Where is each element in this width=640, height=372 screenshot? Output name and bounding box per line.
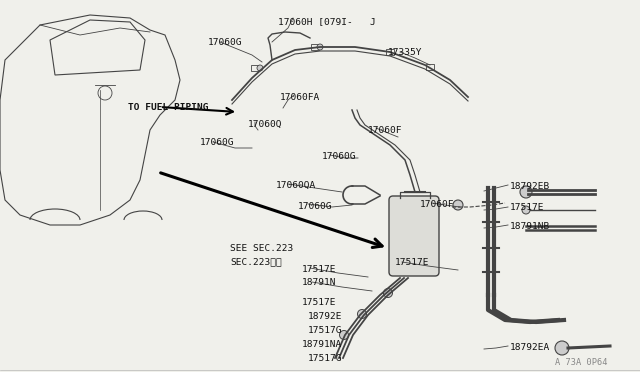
Circle shape <box>555 341 569 355</box>
Text: 18791NA: 18791NA <box>302 340 342 349</box>
Text: 17060FA: 17060FA <box>280 93 320 102</box>
Circle shape <box>339 330 349 340</box>
Text: SEC.223参照: SEC.223参照 <box>230 257 282 266</box>
Text: SEE SEC.223: SEE SEC.223 <box>230 244 293 253</box>
Text: TO FUEL PIPING: TO FUEL PIPING <box>128 103 209 112</box>
Text: 17517E: 17517E <box>510 203 545 212</box>
Circle shape <box>257 65 263 71</box>
Text: A 73A 0P64: A 73A 0P64 <box>555 358 607 367</box>
Text: 18792EB: 18792EB <box>510 182 550 191</box>
Text: 17060H [079I-   J: 17060H [079I- J <box>278 17 376 26</box>
Text: 17060Q: 17060Q <box>248 120 282 129</box>
Circle shape <box>383 289 392 298</box>
Text: 17060F: 17060F <box>420 200 454 209</box>
Text: 17517E: 17517E <box>395 258 429 267</box>
Text: 18792E: 18792E <box>308 312 342 321</box>
Text: 17517G: 17517G <box>308 326 342 335</box>
Text: 17517E: 17517E <box>302 298 337 307</box>
Text: 17060G: 17060G <box>322 152 356 161</box>
Text: 17060G: 17060G <box>208 38 243 47</box>
Circle shape <box>453 200 463 210</box>
Text: 17060G: 17060G <box>298 202 333 211</box>
Text: 17517E: 17517E <box>302 265 337 274</box>
Text: 17060QA: 17060QA <box>276 181 316 190</box>
Text: 17060F: 17060F <box>368 126 403 135</box>
Text: 17060G: 17060G <box>200 138 234 147</box>
Text: 18791NB: 18791NB <box>510 222 550 231</box>
Text: 18792EA: 18792EA <box>510 343 550 352</box>
Text: 17517G: 17517G <box>308 354 342 363</box>
Circle shape <box>520 186 532 198</box>
Circle shape <box>358 310 367 318</box>
Text: 17335Y: 17335Y <box>388 48 422 57</box>
Circle shape <box>522 206 530 214</box>
Circle shape <box>317 44 323 50</box>
Text: 18791N: 18791N <box>302 278 337 287</box>
FancyBboxPatch shape <box>389 196 439 276</box>
